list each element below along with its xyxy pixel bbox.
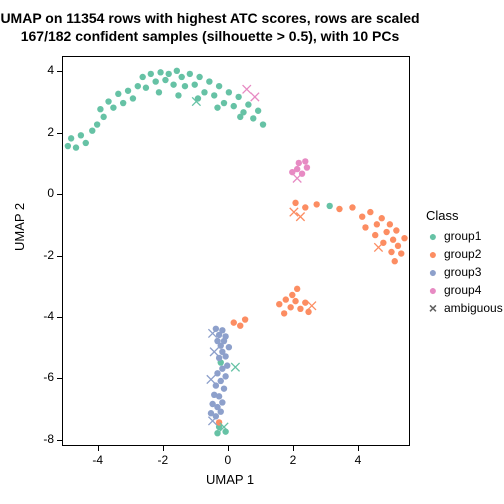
chart-title-line1: UMAP on 11354 rows with highest ATC scor…: [0, 10, 420, 27]
legend-label: group2: [444, 247, 481, 261]
plot-area: [62, 56, 410, 446]
chart-title-line2: 167/182 confident samples (silhouette > …: [0, 28, 420, 45]
umap-figure: UMAP on 11354 rows with highest ATC scor…: [0, 0, 504, 504]
y-tick-label: 2: [32, 125, 54, 139]
legend-label: ambiguous: [444, 301, 503, 315]
legend: Class ● group1 ● group2 ● group3 ● group4 × ambig…: [426, 208, 503, 317]
legend-item: ● group1: [426, 227, 503, 245]
y-tick-label: -6: [32, 370, 54, 384]
dot-icon: ●: [426, 247, 440, 261]
x-tick-label: -4: [88, 453, 108, 467]
y-tick-label: -2: [32, 248, 54, 262]
legend-item: ● group3: [426, 263, 503, 281]
legend-item: × ambiguous: [426, 299, 503, 317]
x-tick-label: 2: [283, 453, 303, 467]
dot-icon: ●: [426, 265, 440, 279]
legend-item: ● group2: [426, 245, 503, 263]
y-tick-label: -4: [32, 309, 54, 323]
x-tick-label: 0: [218, 453, 238, 467]
legend-label: group1: [444, 229, 481, 243]
x-tick-label: 4: [348, 453, 368, 467]
y-tick-label: -8: [32, 432, 54, 446]
legend-label: group3: [444, 265, 481, 279]
dot-icon: ●: [426, 229, 440, 243]
legend-item: ● group4: [426, 281, 503, 299]
x-tick-label: -2: [153, 453, 173, 467]
x-axis-label: UMAP 1: [206, 472, 254, 487]
y-tick-label: 4: [32, 63, 54, 77]
y-axis-label: UMAP 2: [12, 203, 27, 251]
cross-icon: ×: [426, 301, 440, 315]
y-tick-label: 0: [32, 186, 54, 200]
legend-title: Class: [426, 208, 503, 223]
legend-label: group4: [444, 283, 481, 297]
scatter-svg: [63, 57, 411, 447]
dot-icon: ●: [426, 283, 440, 297]
